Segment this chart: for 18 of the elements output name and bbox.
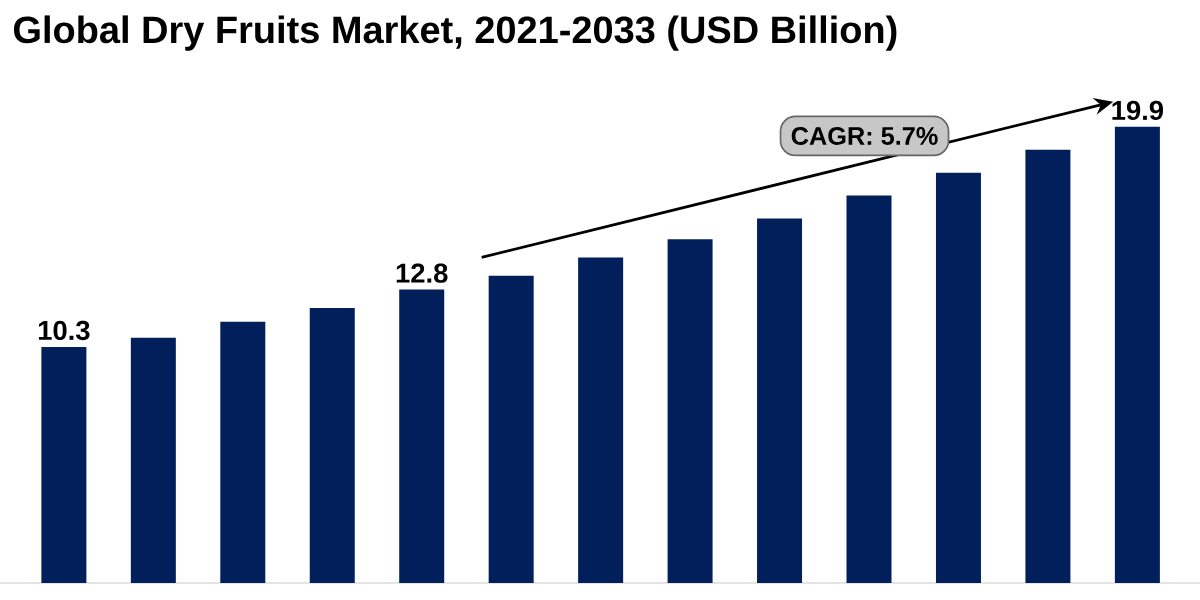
bar — [41, 346, 87, 583]
bar — [1114, 126, 1160, 583]
data-label: 12.8 — [396, 263, 448, 283]
bar — [1025, 149, 1071, 583]
bar — [757, 218, 803, 583]
bar — [309, 307, 355, 583]
bar — [488, 275, 534, 583]
bar — [399, 289, 445, 583]
bar — [935, 172, 981, 583]
data-label: 10.3 — [38, 320, 90, 341]
bar — [130, 337, 176, 583]
bar — [846, 195, 892, 583]
chart-title: Global Dry Fruits Market, 2021-2033 (USD Billion) — [13, 15, 897, 51]
annotation: CAGR: 5.7% — [791, 127, 938, 145]
bar — [220, 321, 266, 583]
data-label: 19.9 — [1112, 100, 1164, 121]
bar — [578, 257, 624, 583]
bar — [667, 239, 713, 583]
